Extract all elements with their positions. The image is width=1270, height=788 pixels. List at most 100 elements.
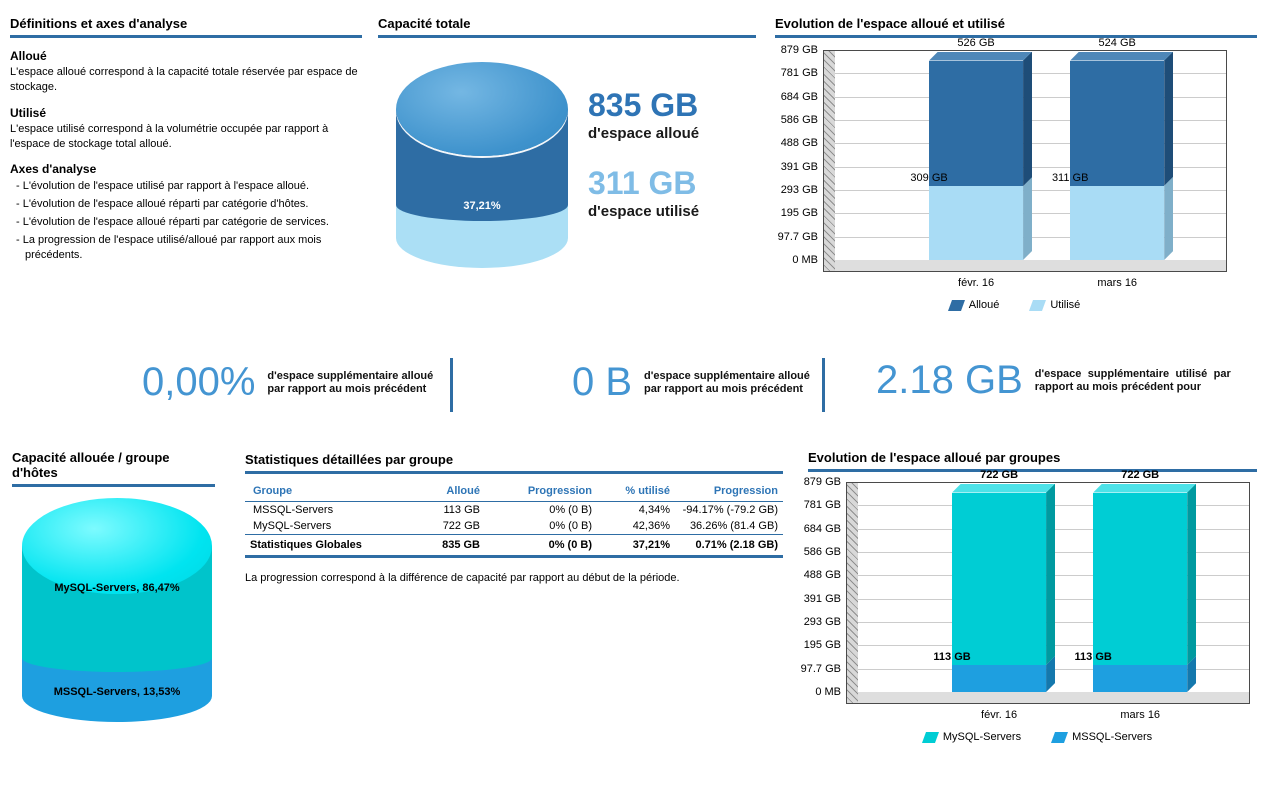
bar-segment-MySQL-Servers — [1093, 492, 1188, 665]
stat-divider — [450, 358, 453, 412]
y-tick-label: 879 GB — [803, 476, 841, 488]
y-tick-label: 195 GB — [780, 207, 818, 220]
stat-allocated-progress-pct: 0,00% d'espace supplémentaire alloué par… — [142, 360, 449, 405]
bar-value-label: 309 GB — [910, 172, 948, 185]
bar-top-face-Alloué — [1070, 52, 1173, 61]
bar-side-face-Utilisé — [1023, 177, 1032, 260]
table-row: MSSQL-Servers 113 GB 0% (0 B) 4,34% -94.17% … — [245, 502, 783, 519]
table-row: MySQL-Servers 722 GB 0% (0 B) 42,36% 36.26% … — [245, 518, 783, 535]
bar-value-label: 113 GB — [1074, 651, 1112, 663]
bar-top-face-MySQL-Servers — [952, 484, 1055, 493]
plot-left-wall — [823, 50, 835, 272]
legend-swatch-icon — [1051, 731, 1069, 743]
bar-top-face-MySQL-Servers — [1093, 484, 1196, 493]
bar-segment-Alloué — [1070, 60, 1165, 186]
y-tick-label: 488 GB — [780, 137, 818, 150]
table-cell: 36.26% (81.4 GB) — [689, 520, 778, 532]
bar-value-label: 722 GB — [1121, 468, 1160, 481]
bar-side-face-Utilisé — [1164, 177, 1173, 260]
x-axis-label: mars 16 — [1097, 277, 1138, 289]
bar-value-label: 722 GB — [980, 468, 1019, 481]
y-tick-label: 781 GB — [780, 67, 818, 80]
column-header: Progression — [485, 482, 597, 502]
table-cell: 0% (0 B) — [485, 534, 597, 558]
bar-side-face-MSSQL-Servers — [1046, 656, 1055, 692]
chart-evolution-alloue-utilise: 879 GB 781 GB 684 GB 586 GB 488 GB 391 GB 293 … — [775, 36, 1255, 340]
legend-label: Utilisé — [1050, 299, 1081, 311]
bar-value-label: 113 GB — [933, 651, 971, 663]
bar-segment-Utilisé — [929, 186, 1024, 260]
table-cell: 42,36% — [632, 520, 670, 532]
capacity-percent-label: 37,21% — [463, 200, 501, 212]
stat-value: 0,00% — [142, 360, 256, 404]
utilise-heading: Utilisé — [10, 105, 47, 120]
bar-segment-MySQL-Servers — [952, 492, 1047, 665]
evolution-title: Evolution de l'espace alloué et utilisé — [775, 16, 1257, 38]
stat-value: 2.18 GB — [876, 358, 1023, 402]
x-axis-label: mars 16 — [1120, 709, 1161, 721]
x-axis-label: févr. 16 — [981, 709, 1018, 721]
y-tick-label: 488 GB — [803, 569, 841, 582]
stat-divider — [822, 358, 825, 412]
bar-segment-Utilisé — [1070, 185, 1165, 260]
bar-side-face-MySQL-Servers — [1187, 484, 1196, 665]
capacity-cylinder-top-face — [396, 62, 568, 156]
group-stats-table: Groupe Alloué Progression% utilisé Progress… — [245, 482, 783, 558]
legend-item: Utilisé — [1029, 299, 1081, 311]
alloue-definition: L'espace alloué correspond à la capacité… — [10, 66, 358, 93]
y-tick-label: 391 GB — [803, 592, 841, 605]
column-header: Alloué — [397, 482, 485, 502]
bar-side-face-MSSQL-Servers — [1187, 656, 1196, 692]
capacity-total-panel: Capacité totale — [378, 16, 756, 38]
axes-list: - L'évolution de l'espace utilisé par ra… — [10, 179, 362, 262]
table-cell: 835 GB — [397, 534, 485, 558]
evolution-groupes-panel: Evolution de l'espace alloué par groupes — [808, 450, 1257, 472]
stat-label: d'espace supplémentaire utilisé par rapp… — [1034, 367, 1231, 393]
table-note: La progression correspond à la différenc… — [245, 572, 680, 584]
column-header: % utilisé — [597, 482, 675, 502]
axis-item: - La progression de l'espace utilisé/all… — [16, 233, 322, 261]
legend-item: Alloué — [947, 299, 1000, 311]
y-tick-label: 586 GB — [780, 114, 818, 126]
hosts-title: Capacité allouée / groupe d'hôtes — [12, 450, 215, 487]
table-cell: MySQL-Servers — [253, 520, 332, 532]
allocated-value: 835 GB — [588, 87, 699, 123]
chart-evolution-groupes: 879 GB 781 GB 684 GB 586 GB 488 GB 391 GB 293 … — [798, 468, 1270, 772]
y-tick-label: 391 GB — [780, 160, 818, 173]
stat-label: d'espace supplémentaire alloué par rappo… — [644, 369, 810, 395]
legend-swatch-icon — [921, 731, 939, 743]
legend-label: MSSQL-Servers — [1072, 731, 1153, 743]
legend-label: MySQL-Servers — [942, 731, 1022, 743]
y-tick-label: 293 GB — [803, 616, 841, 628]
y-tick-label: 97.7 GB — [777, 230, 818, 243]
table-cell: 722 GB — [442, 520, 480, 532]
axes-heading: Axes d'analyse — [10, 162, 97, 177]
evolution-panel: Evolution de l'espace alloué et utilisé — [775, 16, 1257, 38]
table-cell: 0% (0 B) — [549, 504, 592, 516]
legend-label: Alloué — [968, 299, 1000, 311]
bar-segment-MSSQL-Servers — [1093, 665, 1188, 692]
definitions-panel: Définitions et axes d'analyse Alloué L'e… — [10, 16, 362, 263]
bar-side-face-Alloué — [1023, 52, 1032, 187]
stat-label: d'espace supplémentaire alloué par rappo… — [267, 369, 434, 395]
bar-top-face-Alloué — [929, 52, 1032, 61]
bar-value-label: 524 GB — [1098, 36, 1136, 49]
chart-legend: Alloué Utilisé — [775, 299, 1255, 311]
table-cell: MSSQL-Servers — [253, 504, 334, 516]
y-tick-label: 879 GB — [780, 44, 818, 56]
alloue-heading: Alloué — [10, 49, 47, 63]
allocated-value-label: d'espace alloué — [588, 125, 700, 143]
bar-side-face-MySQL-Servers — [1046, 484, 1055, 665]
axis-item: - L'évolution de l'espace utilisé par ra… — [16, 180, 310, 193]
table-title: Statistiques détaillées par groupe — [245, 452, 783, 474]
capacity-total-title: Capacité totale — [378, 16, 756, 38]
x-axis-label: févr. 16 — [958, 277, 995, 289]
y-tick-label: 0 MB — [815, 686, 841, 698]
y-tick-label: 586 GB — [803, 546, 841, 558]
stat-allocated-progress-bytes: 0 B d'espace supplémentaire alloué par r… — [572, 360, 829, 405]
legend-swatch-icon — [1029, 299, 1047, 311]
table-cell: 0.71% (2.18 GB) — [675, 534, 783, 558]
table-total-row: Statistiques Globales 835 GB 0% (0 B) 37,21… — [245, 534, 783, 558]
y-tick-label: 684 GB — [780, 90, 818, 103]
bar-segment-Alloué — [929, 60, 1024, 187]
